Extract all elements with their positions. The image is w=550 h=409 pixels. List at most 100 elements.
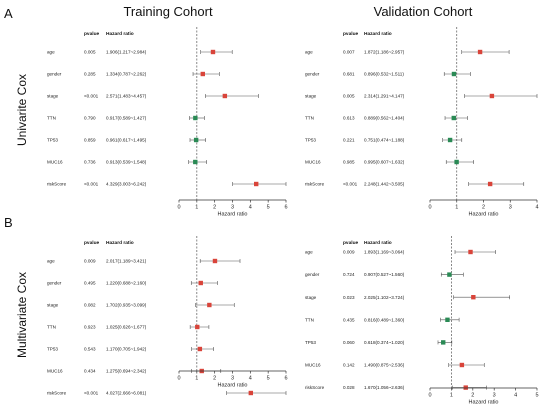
variable-label: MUC16: [47, 369, 63, 374]
hazard-ratio-label: 1.872(1.186~2.957): [364, 50, 405, 55]
hazard-ratio-label: 1.170(0.705~1.942): [106, 347, 147, 352]
variable-label: TP53: [305, 340, 316, 345]
hr-point-riskScore: [487, 181, 493, 187]
pvalue-label: 0.142: [343, 363, 355, 368]
x-tick-label: 2: [471, 393, 474, 399]
hazard-ratio-label: 1.220(0.688~2.160): [106, 281, 147, 286]
hazard-ratio-label: 0.816(0.489~1.360): [364, 317, 405, 322]
x-tick-label: 4: [535, 205, 538, 211]
pvalue-label: 0.434: [84, 369, 96, 374]
hazard-ratio-label: 0.751(0.474~1.188): [364, 138, 405, 143]
x-axis-title: Hazard ratio: [469, 212, 499, 218]
variable-label: TTN: [47, 325, 56, 330]
header-pvalue: pvalue: [84, 31, 100, 37]
pvalue-label: 0.736: [84, 160, 96, 165]
hazard-ratio-label: 0.889(0.562~1.404): [364, 116, 405, 121]
x-axis-title: Hazard ratio: [218, 212, 248, 218]
hazard-ratio-label: 1.334(0.787~2.262): [106, 72, 147, 77]
pvalue-label: 0.985: [343, 160, 355, 165]
hazard-ratio-label: 2.025(1.102~3.724): [364, 295, 405, 300]
x-tick-label: 1: [195, 376, 198, 382]
hr-point-stage: [489, 93, 495, 99]
hazard-ratio-label: 1.702(0.935~3.099): [106, 303, 147, 308]
hazard-ratio-label: 0.618(0.374~1.020): [364, 340, 405, 345]
pvalue-label: 0.613: [343, 116, 355, 121]
multivariate-cox-row-title: Multivariate Cox: [15, 272, 29, 358]
pvalue-label: 0.005: [343, 94, 355, 99]
variable-label: TP53: [47, 347, 58, 352]
hr-point-gender: [451, 71, 457, 77]
hazard-ratio-label: 0.961(0.617~1.495): [106, 138, 147, 143]
hazard-ratio-label: 4.027(2.666~6.081): [106, 391, 147, 396]
variable-label: age: [305, 50, 313, 55]
pvalue-label: <0.001: [343, 182, 358, 187]
hr-point-TP53: [197, 346, 203, 352]
pvalue-label: 0.859: [84, 138, 96, 143]
pvalue-label: <0.001: [84, 182, 99, 187]
x-tick-label: 3: [509, 205, 512, 211]
hazard-ratio-label: 0.907(0.527~1.560): [364, 272, 405, 277]
variable-label: gender: [305, 72, 320, 77]
pvalue-label: 0.435: [343, 317, 355, 322]
variable-label: stage: [305, 295, 317, 300]
hr-point-stage: [471, 295, 476, 300]
hr-point-TP53: [193, 137, 199, 143]
training-cohort-title: Training Cohort: [123, 4, 213, 19]
header-pvalue: pvalue: [343, 240, 359, 246]
pvalue-label: 0.681: [343, 72, 355, 77]
validation-cohort-title: Validation Cohort: [374, 4, 473, 19]
hr-point-age: [210, 49, 216, 55]
variable-label: gender: [305, 272, 320, 277]
variable-label: gender: [47, 72, 62, 77]
hr-point-gender: [200, 71, 205, 77]
variable-label: age: [47, 50, 55, 55]
hazard-ratio-label: 1.893(1.169~3.064): [364, 250, 405, 255]
hr-point-gender: [198, 280, 203, 286]
x-tick-label: 2: [482, 205, 485, 211]
hazard-ratio-label: 1.275(0.694~2.342): [106, 369, 147, 374]
x-tick-label: 1: [195, 205, 198, 211]
x-tick-label: 5: [267, 205, 270, 211]
header-hazard-ratio: Hazard ratio: [364, 31, 392, 37]
hr-point-age: [477, 49, 483, 55]
x-tick-label: 1: [450, 393, 453, 399]
hr-point-riskScore: [248, 390, 254, 396]
x-tick-label: 6: [284, 376, 287, 382]
pvalue-label: <0.001: [84, 391, 99, 396]
variable-label: riskScore: [305, 182, 325, 187]
hr-point-gender: [447, 272, 452, 277]
variable-label: riskScore: [305, 385, 325, 390]
hazard-ratio-label: 1.906(1.217~2.984): [106, 50, 147, 55]
variable-label: riskScore: [47, 391, 67, 396]
hr-point-age: [212, 258, 218, 264]
hr-point-MUC16: [193, 159, 198, 165]
x-tick-label: 5: [267, 376, 270, 382]
hazard-ratio-label: 0.896(0.532~1.511): [364, 72, 404, 77]
x-tick-label: 4: [249, 376, 252, 382]
hr-point-riskScore: [254, 181, 259, 187]
pvalue-label: 0.495: [84, 281, 96, 286]
hr-point-stage: [222, 93, 228, 99]
variable-label: riskScore: [47, 182, 67, 187]
x-tick-label: 1: [455, 205, 458, 211]
x-tick-label: 4: [514, 393, 517, 399]
variable-label: TP53: [47, 138, 58, 143]
x-tick-label: 0: [177, 376, 180, 382]
hazard-ratio-label: 2.571(1.483~4.457): [106, 94, 147, 99]
hazard-ratio-label: 0.913(0.539~1.548): [106, 160, 147, 165]
univariate-cox-row-title: Univarite Cox: [15, 74, 29, 146]
pvalue-label: 0.790: [84, 116, 96, 121]
panel-letter-b: B: [4, 215, 13, 230]
pvalue-label: 0.009: [343, 250, 355, 255]
variable-label: stage: [47, 303, 59, 308]
pvalue-label: <0.001: [84, 94, 99, 99]
x-tick-label: 6: [284, 205, 287, 211]
variable-label: gender: [47, 281, 62, 286]
hazard-ratio-label: 1.025(0.626~1.677): [106, 325, 147, 330]
variable-label: MUC16: [47, 160, 63, 165]
x-tick-label: 2: [213, 376, 216, 382]
pvalue-label: 0.007: [343, 50, 355, 55]
x-tick-label: 0: [177, 205, 180, 211]
x-tick-label: 0: [428, 393, 431, 399]
